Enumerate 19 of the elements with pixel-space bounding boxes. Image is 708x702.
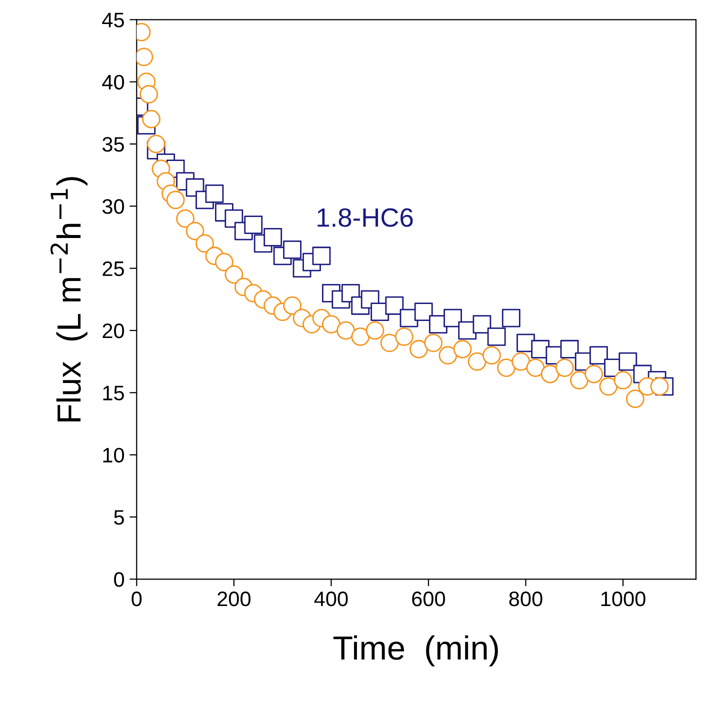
x-tick-label: 1000	[601, 592, 646, 606]
y-axis-title: Flux (L m$^{−2}$h$^{−1}$)	[50, 177, 88, 422]
x-tick-label: 200	[218, 592, 250, 606]
x-tick-label: 600	[412, 592, 446, 606]
y-tick-label: 0	[114, 572, 124, 587]
y-tick-label: 20	[102, 323, 124, 338]
x-tick-label: 400	[314, 592, 348, 606]
x-tick-label: 800	[509, 592, 542, 606]
y-tick-label: 10	[103, 448, 124, 463]
series-label: 1.8-HC6	[318, 208, 413, 227]
y-tick-label: 45	[102, 12, 124, 28]
x-tick-label: 0	[132, 592, 142, 606]
y-tick-label: 40	[102, 74, 124, 90]
y-tick-label: 30	[102, 199, 124, 214]
x-axis-title: Time (min)	[333, 635, 498, 666]
y-tick-label: 15	[103, 386, 124, 400]
y-tick-label: 35	[102, 136, 124, 152]
y-tick-label: 25	[102, 261, 124, 276]
y-tick-label: 5	[114, 510, 124, 525]
